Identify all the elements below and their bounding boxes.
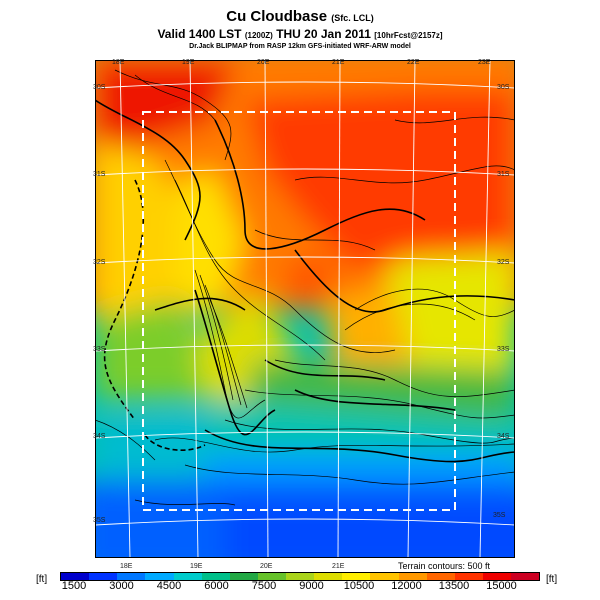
colorbar-tick-label: 3000 [109, 580, 134, 592]
lon-label-top: 22E [407, 59, 420, 66]
lon-label-top: 19E [182, 59, 195, 66]
colorbar-tick-label: 1500 [61, 580, 87, 592]
colorbar-swatch [511, 573, 540, 580]
lat-label-left: 31S [93, 171, 106, 178]
colorbar-swatch [89, 573, 118, 580]
lon-label-bottom: 18E [120, 563, 133, 570]
colorbar-tick-label: 7500 [251, 580, 277, 592]
valid-time: Valid 1400 LST (1200Z) THU 20 Jan 2011 [… [157, 27, 443, 41]
colorbar-swatch [454, 573, 483, 580]
map-title: Cu Cloudbase (Sfc. LCL) [226, 8, 374, 25]
lon-label-bottom: 20E [260, 563, 273, 570]
colorbar-tick-label: 6000 [204, 580, 229, 592]
colorbar-tick-label: 13500 [438, 580, 470, 592]
colorbar-swatch [342, 573, 371, 580]
colorbar-swatch [398, 573, 427, 580]
credit-line: Dr.Jack BLIPMAP from RASP 12km GFS-initi… [189, 43, 411, 50]
lat-label-right: 33S [497, 346, 510, 353]
colorbar-tick-label: 12000 [391, 580, 422, 592]
colorbar-tick-label: 9000 [299, 580, 324, 592]
lon-label-top: 18E [112, 59, 125, 66]
lat-label-right: 35S [493, 512, 506, 519]
colorbar-swatch [370, 573, 399, 580]
terrain-contours-bold [95, 99, 515, 463]
lat-label-right: 34S [497, 433, 510, 440]
colorbar-swatch [286, 573, 315, 580]
colorbar-swatch [61, 573, 90, 580]
lat-label-right: 32S [497, 259, 510, 266]
colorbar-swatch [117, 573, 146, 580]
lat-label-right: 31S [497, 171, 510, 178]
lat-label-right: 30S [497, 84, 510, 91]
lon-label-bottom: 21E [332, 563, 345, 570]
colorbar-swatch [173, 573, 202, 580]
colorbar-tick-label: 15000 [486, 580, 517, 592]
colorbar-swatch [257, 573, 286, 580]
lon-label-bottom: 19E [190, 563, 203, 570]
colorbar-swatch [229, 573, 258, 580]
cloudbase-map: 18E 19E 20E 21E 22E 23E 18E 19E 20E 21E … [93, 59, 515, 570]
domain-boundary [142, 111, 456, 511]
lat-label-left: 33S [93, 346, 106, 353]
colorbar-swatch [314, 573, 343, 580]
color-field [95, 60, 515, 558]
lon-label-top: 23E [478, 59, 491, 66]
colorbar-swatch [201, 573, 230, 580]
terrain-contours-note: Terrain contours: 500 ft [398, 561, 491, 571]
colorbar-swatch [482, 573, 511, 580]
colorbar-unit-right: [ft] [546, 574, 558, 585]
colorbar-tick-label: 10500 [343, 580, 375, 592]
colorbar [60, 572, 540, 581]
lon-label-top: 21E [332, 59, 345, 66]
map-canvas [95, 60, 515, 558]
lon-label-top: 20E [257, 59, 270, 66]
lat-label-left: 34S [93, 433, 106, 440]
lat-label-left: 32S [93, 259, 106, 266]
lat-lon-grid [95, 60, 515, 558]
lat-label-left: 35S [93, 517, 106, 524]
colorbar-tick-label: 4500 [156, 580, 182, 592]
colorbar-swatch [426, 573, 455, 580]
colorbar-unit-left: [ft] [36, 574, 48, 585]
colorbar-swatch [145, 573, 174, 580]
lat-label-left: 30S [93, 84, 106, 91]
